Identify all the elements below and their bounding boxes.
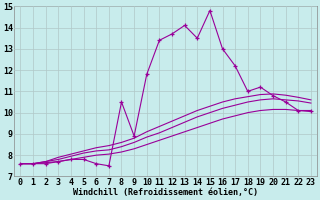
- X-axis label: Windchill (Refroidissement éolien,°C): Windchill (Refroidissement éolien,°C): [73, 188, 258, 197]
